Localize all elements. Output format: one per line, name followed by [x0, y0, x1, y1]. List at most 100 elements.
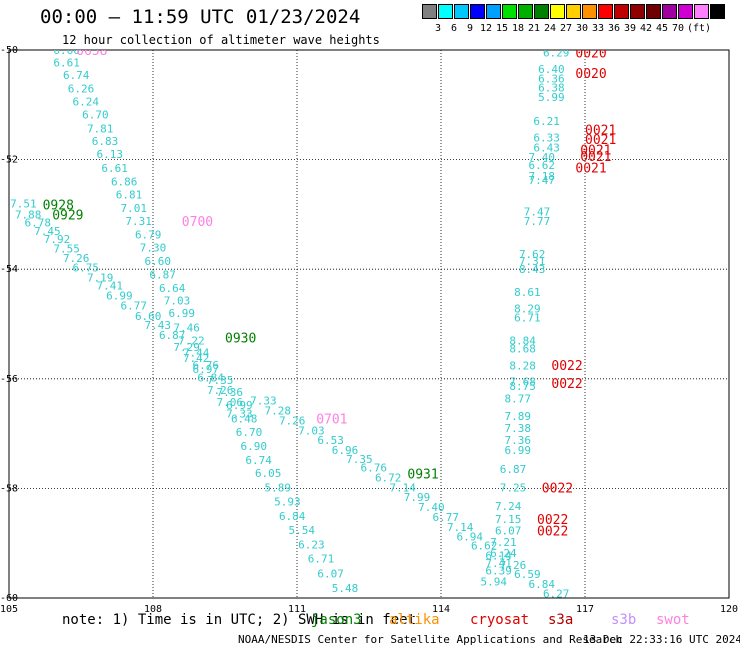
pass-time-label: 0021	[580, 144, 611, 159]
wave-height-value: 6.60	[53, 44, 80, 57]
pass-time-label: 0700	[182, 215, 213, 230]
legend-swatch	[582, 4, 597, 19]
wave-height-value: 7.41	[485, 557, 512, 570]
wave-height-value: 6.71	[514, 311, 541, 324]
wave-height-value: 6.62	[471, 539, 498, 552]
wave-height-value: 6.27	[543, 588, 570, 601]
wave-height-value: 8.84	[509, 334, 536, 347]
wave-height-value: 6.99	[505, 444, 532, 457]
wave-height-value: 8.77	[505, 393, 532, 406]
wave-height-value: 7.36	[217, 386, 244, 399]
wave-height-value: 6.97	[193, 363, 220, 376]
wave-height-value: 6.43	[533, 142, 560, 155]
wave-height-value: 6.64	[159, 282, 186, 295]
wave-height-value: 7.19	[87, 271, 114, 284]
wave-height-value: 6.87	[159, 329, 186, 342]
wave-height-value: 7.81	[87, 122, 114, 135]
wave-height-value: 7.31	[519, 255, 546, 268]
wave-height-value: 6.76	[361, 462, 388, 475]
legend-tick-label: 15	[495, 23, 509, 34]
legend-tick-label: 42	[639, 23, 653, 34]
wave-height-value: 5.48	[332, 582, 359, 595]
wave-height-value: 6.87	[500, 463, 527, 476]
legend-tick-label: 3	[434, 23, 442, 34]
wave-height-value: 6.74	[63, 69, 90, 82]
wave-height-value: 6.78	[25, 217, 52, 230]
legend-tick-label: 70	[671, 23, 685, 34]
pass-time-label: 0932	[647, 597, 678, 612]
wave-height-value: 7.33	[250, 395, 277, 408]
legend-swatch	[694, 4, 709, 19]
wave-height-value: 6.40	[538, 63, 565, 76]
wave-height-value: 6.84	[279, 510, 306, 523]
legend-tick-label: 21	[527, 23, 541, 34]
wave-height-value: 7.99	[404, 491, 431, 504]
legend-swatch	[630, 4, 645, 19]
x-tick-label: 108	[144, 604, 162, 615]
legend-swatch	[614, 4, 629, 19]
x-tick-label: 117	[576, 604, 594, 615]
wave-height-value: 7.35	[346, 453, 373, 466]
y-tick-label: -52	[0, 155, 18, 166]
wave-height-value: 8.61	[514, 286, 541, 299]
wave-height-value: 6.72	[375, 471, 402, 484]
satellite-label-altika: altika	[389, 612, 440, 628]
legend-swatch	[518, 4, 533, 19]
wave-height-value: 6.96	[562, 597, 589, 610]
legend-swatch	[438, 4, 453, 19]
wave-height-value: 7.40	[418, 501, 445, 514]
wave-height-value: 7.77	[524, 215, 551, 228]
wave-height-value: 6.86	[111, 176, 138, 189]
satellite-label-swot: swot	[656, 612, 690, 628]
y-tick-label: -60	[0, 593, 18, 604]
pass-time-label: 0021	[585, 133, 616, 148]
pass-time-label: 0701	[316, 412, 347, 427]
legend-tick-label: 9	[466, 23, 474, 34]
legend-tick-label: 18	[511, 23, 525, 34]
pass-time-label: 0931	[407, 468, 438, 483]
wave-height-value: 7.88	[15, 208, 42, 221]
wave-height-value: 7.26	[63, 252, 90, 265]
wave-height-value: 7.47	[524, 206, 551, 219]
wave-height-value: 7.45	[34, 225, 61, 238]
pass-time-label: 0022	[537, 513, 568, 528]
legend-swatch	[598, 4, 613, 19]
wave-height-value: 7.43	[145, 319, 172, 332]
wave-height-value: 6.39	[485, 565, 512, 578]
wave-height-value: 6.62	[529, 159, 556, 172]
legend-swatch	[534, 4, 549, 19]
wave-height-value: 7.03	[298, 424, 325, 437]
wave-height-value: 6.71	[308, 553, 335, 566]
legend-swatch	[710, 4, 725, 19]
x-tick-label: 120	[720, 604, 738, 615]
pass-time-label: 0928	[43, 199, 74, 214]
legend-swatch	[550, 4, 565, 19]
wave-height-value: 7.30	[140, 241, 167, 254]
wave-height-value: 7.92	[44, 233, 71, 246]
plot-content: 6.606.616.746.266.246.707.816.836.136.61…	[10, 44, 679, 612]
wave-height-value: 7.24	[495, 500, 522, 513]
wave-height-value: 7.18	[529, 170, 556, 183]
wave-height-value: 7.46	[173, 321, 200, 334]
legend-tick-label: 36	[607, 23, 621, 34]
pass-time-label: 0022	[537, 525, 568, 540]
wave-height-value: 6.59	[514, 568, 541, 581]
legend-tick-label: 12	[479, 23, 493, 34]
pass-time-label: 0021	[575, 161, 606, 176]
wave-height-value: 6.61	[101, 162, 128, 175]
wave-height-value: 7.06	[217, 396, 244, 409]
chart-title: 00:00 — 11:59 UTC 01/23/2024	[40, 6, 361, 28]
wave-height-value: 7.26	[500, 559, 527, 572]
satellite-label-s3a: s3a	[548, 612, 574, 628]
wave-height-value: 6.26	[68, 82, 95, 95]
wave-height-value: 7.44	[183, 346, 210, 359]
wave-height-value: 6.84	[529, 578, 556, 591]
wave-height-value: 6.07	[495, 525, 522, 538]
legend-swatch	[470, 4, 485, 19]
wave-height-value: 5.54	[289, 524, 316, 537]
legend-swatch	[566, 4, 581, 19]
wave-height-value: 6.61	[53, 57, 80, 70]
x-tick-label: 111	[288, 604, 306, 615]
wave-height-value: 7.31	[125, 215, 152, 228]
